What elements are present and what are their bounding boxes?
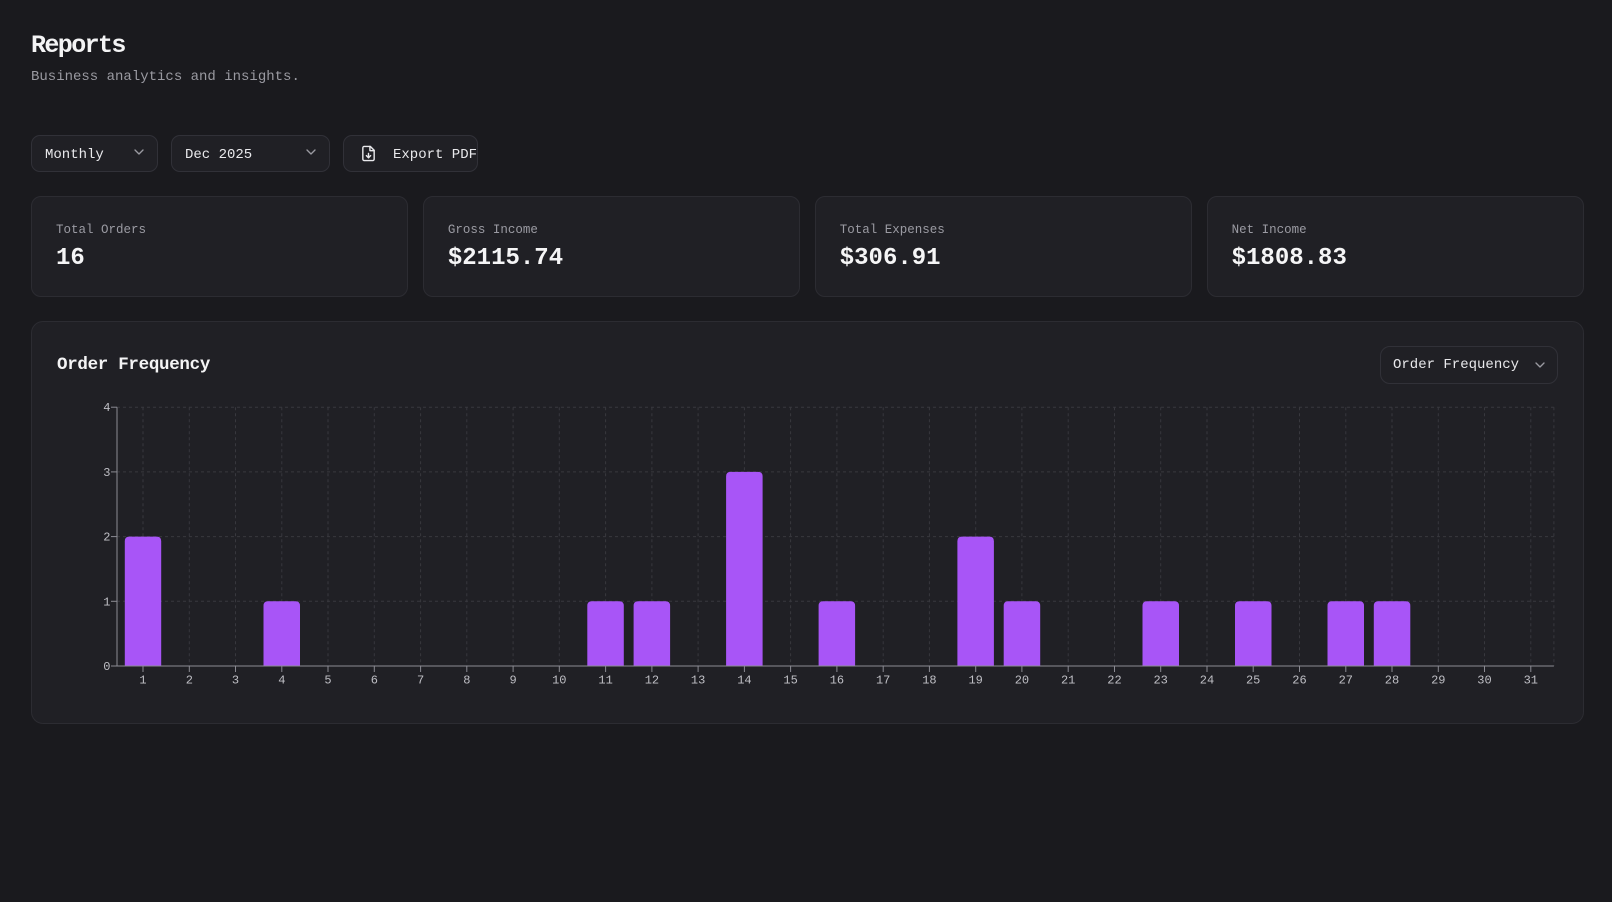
svg-text:20: 20 (1015, 673, 1029, 687)
svg-text:1: 1 (139, 673, 146, 687)
svg-text:4: 4 (103, 401, 110, 415)
svg-text:31: 31 (1524, 673, 1538, 687)
svg-text:12: 12 (645, 673, 659, 687)
svg-text:3: 3 (232, 673, 239, 687)
svg-text:22: 22 (1107, 673, 1121, 687)
svg-text:8: 8 (463, 673, 470, 687)
svg-text:13: 13 (691, 673, 705, 687)
svg-text:23: 23 (1153, 673, 1167, 687)
svg-text:19: 19 (968, 673, 982, 687)
svg-text:17: 17 (876, 673, 890, 687)
svg-text:26: 26 (1292, 673, 1306, 687)
svg-text:6: 6 (371, 673, 378, 687)
svg-text:1: 1 (103, 595, 110, 609)
svg-text:15: 15 (783, 673, 797, 687)
svg-text:10: 10 (552, 673, 566, 687)
svg-text:9: 9 (509, 673, 516, 687)
svg-text:4: 4 (278, 673, 285, 687)
svg-text:27: 27 (1339, 673, 1353, 687)
svg-text:7: 7 (417, 673, 424, 687)
svg-text:0: 0 (103, 660, 110, 674)
svg-text:21: 21 (1061, 673, 1075, 687)
svg-text:29: 29 (1431, 673, 1445, 687)
svg-text:16: 16 (830, 673, 844, 687)
svg-text:2: 2 (103, 530, 110, 544)
svg-text:3: 3 (103, 465, 110, 479)
svg-text:2: 2 (186, 673, 193, 687)
svg-text:18: 18 (922, 673, 936, 687)
svg-text:28: 28 (1385, 673, 1399, 687)
svg-text:14: 14 (737, 673, 751, 687)
svg-text:24: 24 (1200, 673, 1214, 687)
svg-text:5: 5 (324, 673, 331, 687)
svg-text:11: 11 (598, 673, 612, 687)
svg-text:30: 30 (1477, 673, 1491, 687)
svg-text:25: 25 (1246, 673, 1260, 687)
